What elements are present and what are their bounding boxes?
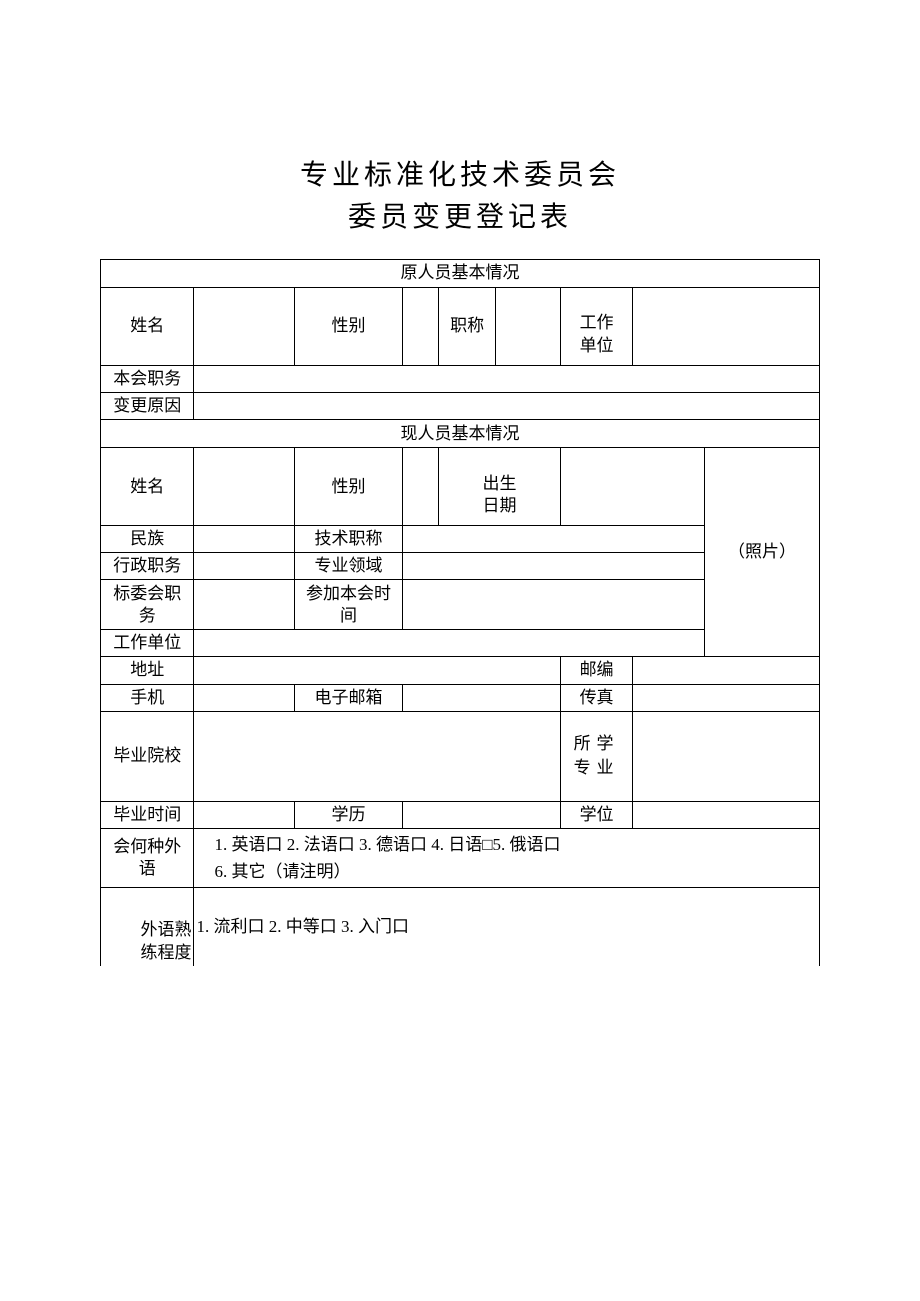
label-grad-school: 毕业院校: [101, 711, 194, 801]
label-birth-date: 出生日期: [438, 448, 560, 526]
label-fax: 传真: [561, 684, 633, 711]
title-line1: 专业标准化技术委员会: [300, 160, 620, 191]
label-education: 学历: [295, 801, 403, 828]
label-address: 地址: [101, 657, 194, 684]
label-major: 所学专业: [561, 711, 633, 801]
field-email: [402, 684, 560, 711]
label-committee-position: 本会职务: [101, 366, 194, 393]
field-std-committee-position: [194, 580, 295, 630]
field-fax: [633, 684, 820, 711]
field-ethnicity: [194, 526, 295, 553]
field-grad-time: [194, 801, 295, 828]
field-gender2: [402, 448, 438, 526]
field-major: [633, 711, 820, 801]
field-foreign-lang: 1. 英语口 2. 法语口 3. 德语口 4. 日语□5. 俄语口6. 其它（请…: [194, 828, 820, 887]
field-specialty: [402, 553, 704, 580]
title-line2: 委员变更登记表: [348, 202, 572, 233]
field-address: [194, 657, 561, 684]
field-work-unit: [633, 288, 820, 366]
label-change-reason: 变更原因: [101, 393, 194, 420]
field-gender: [402, 288, 438, 366]
label-tech-title: 技术职称: [295, 526, 403, 553]
label-work-unit2: 工作单位: [101, 630, 194, 657]
field-change-reason: [194, 393, 820, 420]
label-postcode: 邮编: [561, 657, 633, 684]
field-name: [194, 288, 295, 366]
field-name2: [194, 448, 295, 526]
label-foreign-lang: 会何种外语: [101, 828, 194, 887]
label-gender2: 性别: [295, 448, 403, 526]
field-title: [496, 288, 561, 366]
registration-table: 原人员基本情况 姓名 性别 职称 工作单位 本会职务 变更原因 现人员基本情况 …: [100, 259, 820, 966]
photo-cell: （照片）: [704, 448, 819, 657]
field-mobile: [194, 684, 295, 711]
label-std-committee-position: 标委会职务: [101, 580, 194, 630]
field-committee-position: [194, 366, 820, 393]
label-join-time: 参加本会时间: [295, 580, 403, 630]
field-admin-position: [194, 553, 295, 580]
label-lang-proficiency: 外语熟练程度: [101, 888, 194, 966]
field-postcode: [633, 657, 820, 684]
label-admin-position: 行政职务: [101, 553, 194, 580]
label-degree: 学位: [561, 801, 633, 828]
field-lang-proficiency: 1. 流利口 2. 中等口 3. 入门口: [194, 888, 820, 966]
field-degree: [633, 801, 820, 828]
label-email: 电子邮箱: [295, 684, 403, 711]
field-join-time: [402, 580, 704, 630]
field-grad-school: [194, 711, 561, 801]
field-education: [402, 801, 560, 828]
section1-header: 原人员基本情况: [101, 260, 820, 288]
field-work-unit2: [194, 630, 704, 657]
label-ethnicity: 民族: [101, 526, 194, 553]
label-name: 姓名: [101, 288, 194, 366]
label-grad-time: 毕业时间: [101, 801, 194, 828]
label-title: 职称: [438, 288, 496, 366]
field-birth-date: [561, 448, 705, 526]
page-title: 专业标准化技术委员会 委员变更登记表: [100, 155, 820, 239]
label-work-unit: 工作单位: [561, 288, 633, 366]
label-specialty: 专业领域: [295, 553, 403, 580]
label-name2: 姓名: [101, 448, 194, 526]
label-mobile: 手机: [101, 684, 194, 711]
label-gender: 性别: [295, 288, 403, 366]
field-tech-title: [402, 526, 704, 553]
section2-header: 现人员基本情况: [101, 420, 820, 448]
